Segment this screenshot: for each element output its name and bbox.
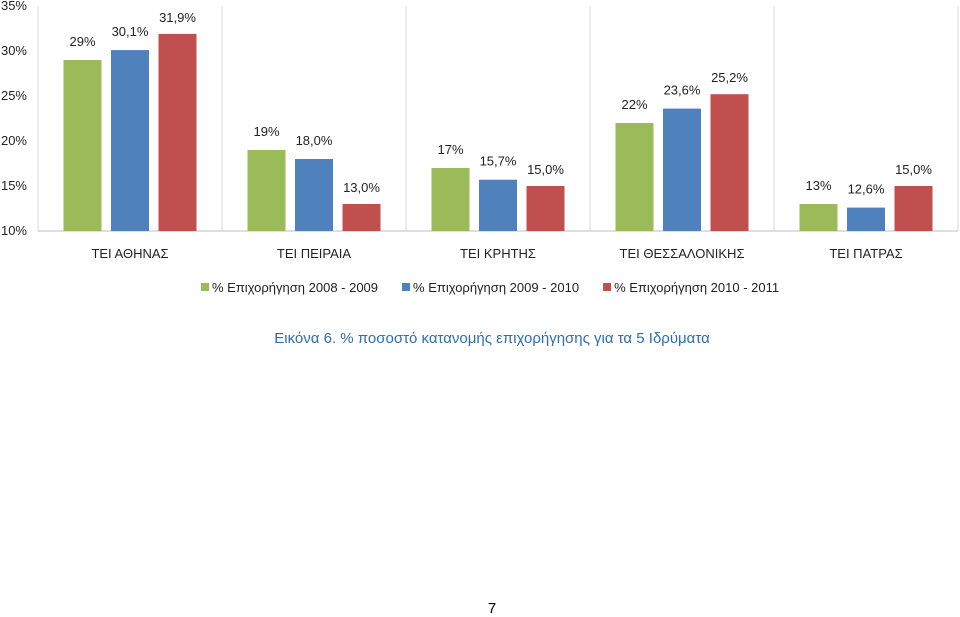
category-label: ΤΕΙ ΑΘΗΝΑΣ: [91, 246, 168, 261]
legend-swatch: [201, 283, 209, 291]
data-label: 23,6%: [664, 83, 701, 98]
bar: [158, 33, 197, 232]
legend-label: % Επιχορήγηση 2010 - 2011: [614, 280, 779, 295]
data-label: 17%: [437, 142, 463, 157]
bar: [295, 159, 333, 231]
data-label: 13,0%: [343, 180, 380, 195]
data-label: 18,0%: [296, 133, 333, 148]
figure-caption: Εικόνα 6. % ποσοστό κατανομής επιχορήγησ…: [274, 330, 710, 347]
data-label: 25,2%: [711, 70, 748, 85]
legend-label: % Επιχορήγηση 2008 - 2009: [212, 280, 378, 295]
bar: [63, 60, 102, 231]
data-label: 31,9%: [159, 10, 196, 25]
data-label: 29%: [69, 34, 95, 49]
legend-swatch: [402, 283, 411, 291]
category-labels: ΤΕΙ ΑΘΗΝΑΣ ΤΕΙ ΠΕΙΡΑΙΑ ΤΕΙ ΚΡΗΤΗΣ ΤΕΙ ΘΕΣΣΑ…: [91, 246, 902, 261]
category-label: ΤΕΙ ΠΑΤΡΑΣ: [829, 246, 902, 261]
bar: [247, 150, 286, 231]
legend-label: % Επιχορήγηση 2009 - 2010: [413, 280, 579, 295]
y-tick-label: 35%: [1, 0, 27, 13]
data-labels: 29% 30,1% 31,9% 19% 18,0% 13,0% 17% 15,7% 15,0% 2…: [69, 10, 932, 197]
bars: [63, 33, 933, 232]
legend: % Επιχορήγηση 2008 - 2009 % Επιχορήγηση 2…: [201, 280, 779, 295]
data-label: 19%: [253, 124, 279, 139]
y-axis: 10% 15% 20% 25% 30% 35%: [1, 0, 27, 238]
bar: [431, 168, 470, 231]
y-tick-label: 30%: [1, 43, 27, 58]
data-label: 15,0%: [895, 162, 932, 177]
bar: [526, 186, 565, 231]
bar: [894, 186, 933, 231]
bar: [479, 179, 517, 231]
data-label: 22%: [621, 97, 647, 112]
bar: [710, 94, 749, 231]
page-number: 7: [487, 600, 497, 617]
y-tick-label: 15%: [1, 178, 27, 193]
bar: [342, 204, 381, 231]
data-label: 15,0%: [527, 162, 564, 177]
data-label: 13%: [805, 178, 831, 193]
bar: [111, 50, 149, 231]
bar: [799, 204, 838, 231]
data-label: 15,7%: [480, 154, 517, 169]
data-label: 12,6%: [848, 182, 885, 197]
y-tick-label: 25%: [1, 88, 27, 103]
legend-swatch: [603, 283, 612, 291]
data-label: 30,1%: [112, 24, 149, 39]
bar: [615, 123, 654, 231]
category-label: ΤΕΙ ΘΕΣΣΑΛΟΝΙΚΗΣ: [620, 246, 745, 261]
category-label: ΤΕΙ ΚΡΗΤΗΣ: [460, 246, 536, 261]
category-label: ΤΕΙ ΠΕΙΡΑΙΑ: [277, 246, 351, 261]
y-tick-label: 20%: [1, 133, 27, 148]
y-tick-label: 10%: [1, 223, 27, 238]
bar-chart: 10% 15% 20% 25% 30% 35% 29% 30,1% 31,9% 19% 18,0%…: [1, 0, 959, 295]
bar: [663, 108, 701, 231]
bar: [847, 207, 885, 231]
